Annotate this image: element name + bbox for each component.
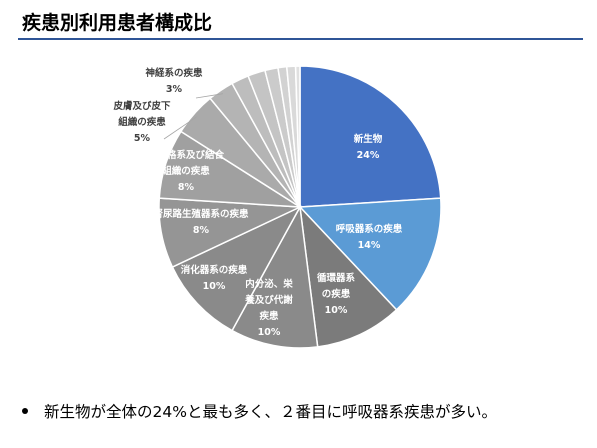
category-label: 内分泌、栄 養及び代謝 疾患 [245,279,293,322]
pie-slice [231,204,319,349]
pie-slice [298,204,398,348]
slice-label: 神経系の疾患 3% [145,66,202,98]
pie-slice [294,65,301,208]
bullet-text: 新生物が全体の24%と最も多く、２番目に呼吸器系疾患が多い。 [44,403,497,421]
pie-slice [298,197,442,311]
category-label: 神経系の疾患 [145,68,203,79]
category-label: 腎尿路生殖器系の疾患 [153,209,249,220]
slice-label: 新生物 24% [354,132,383,164]
value-label: 14% [357,240,381,251]
slice-label: 皮膚及び皮下 組織の疾患 5% [113,99,170,147]
slice-label: 循環器系 の疾患 10% [317,271,355,319]
leader-line [195,93,224,99]
slide-title: 疾患別利用患者構成比 [22,12,213,34]
category-label: 新生物 [353,134,383,145]
slice-label: 消化器系の疾患 10% [181,263,248,295]
category-label: 皮膚及び皮下 組織の疾患 [113,101,171,128]
slice-label: 腎尿路生殖器系の疾患 8% [153,207,248,239]
category-label: 循環器系 の疾患 [316,273,356,300]
bullet-item: 新生物が全体の24%と最も多く、２番目に呼吸器系疾患が多い。 [22,400,497,422]
value-label: 5% [133,133,151,144]
bullet-dot [22,408,28,414]
value-label: 10% [257,327,281,338]
pie-slice [299,65,442,208]
category-label: 筋骨格系及び結合 組織の疾患 [147,150,225,177]
leader-line [163,116,198,140]
category-label: 消化器系の疾患 [180,265,248,276]
category-label: 呼吸器系の疾患 [335,224,403,235]
value-label: 24% [356,150,380,161]
slice-label: 筋骨格系及び結合 組織の疾患 8% [148,148,224,196]
pie-slice [171,205,302,332]
slice-label: 呼吸器系の疾患 14% [336,222,403,254]
value-label: 10% [324,305,348,316]
value-label: 3% [165,84,183,95]
slice-label: 内分泌、栄 養及び代謝 疾患 10% [245,277,293,341]
value-label: 8% [177,182,195,193]
title-rule [18,38,583,40]
value-label: 8% [192,225,210,236]
value-label: 10% [202,281,226,292]
